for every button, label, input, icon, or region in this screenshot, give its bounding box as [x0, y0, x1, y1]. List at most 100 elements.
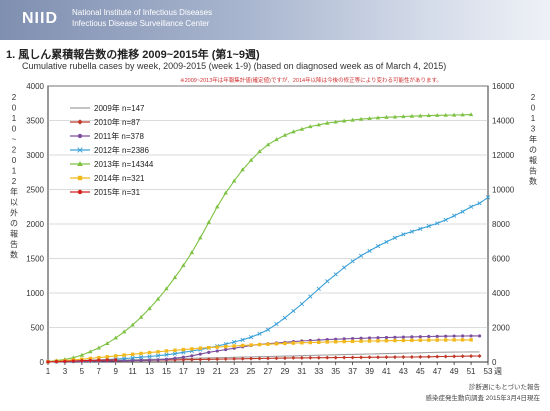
series-point-2 — [131, 358, 135, 363]
series-point-3 — [460, 209, 465, 214]
logo-text: NIID — [22, 10, 58, 27]
series-point-1 — [325, 355, 330, 360]
series-point-5 — [325, 340, 329, 344]
x-tick-label: 5 — [80, 367, 85, 376]
series-point-1 — [350, 355, 355, 360]
x-tick-label: 33 — [314, 367, 323, 376]
series-point-5 — [317, 340, 321, 344]
left-tick-label: 2000 — [26, 220, 44, 229]
series-point-3 — [418, 226, 423, 231]
series-point-2 — [173, 356, 177, 360]
legend-label: 2014年 n=321 — [94, 173, 145, 183]
series-point-4 — [147, 306, 152, 311]
left-axis-label: 外 — [10, 208, 18, 218]
series-point-4 — [164, 286, 169, 291]
series-point-4 — [206, 219, 211, 224]
x-tick-label: 15 — [162, 367, 171, 376]
series-point-2 — [452, 334, 456, 338]
legend-label: 2012年 n=2386 — [94, 145, 149, 155]
series-point-1 — [206, 357, 211, 362]
series-point-6 — [80, 359, 84, 363]
series-point-3 — [147, 354, 152, 359]
series-point-3 — [350, 259, 355, 264]
series-point-3 — [299, 301, 304, 307]
legend-marker — [77, 147, 83, 153]
x-tick-label: 9 — [113, 367, 118, 376]
series-point-3 — [485, 195, 491, 200]
series-point-4 — [274, 137, 279, 142]
series-point-5 — [384, 339, 389, 343]
series-point-3 — [384, 239, 389, 245]
left-axis-label: 報 — [10, 230, 18, 239]
series-point-4 — [308, 124, 313, 129]
left-tick-label: 1000 — [26, 289, 44, 298]
right-axis-label: 告 — [529, 166, 537, 176]
series-point-2 — [367, 336, 372, 340]
series-point-2 — [181, 355, 185, 359]
right-axis-label: 年 — [529, 134, 537, 144]
x-tick-label: 1 — [46, 367, 51, 376]
series-point-3 — [443, 217, 448, 222]
x-tick-label: 13 — [145, 367, 154, 376]
series-point-4 — [316, 122, 321, 127]
series-point-2 — [207, 350, 211, 354]
series-point-4 — [88, 349, 93, 354]
series-point-4 — [130, 322, 135, 327]
series-point-2 — [376, 336, 380, 340]
series-point-5 — [469, 338, 473, 342]
series-point-3 — [325, 279, 330, 284]
series-point-3 — [468, 204, 474, 209]
series-point-1 — [291, 355, 296, 360]
x-tick-label: 45 — [416, 367, 425, 376]
page-subtitle: Cumulative rubella cases by week, 2009-2… — [22, 61, 447, 71]
x-tick-label: 43 — [399, 367, 408, 376]
x-tick-label: 27 — [264, 367, 273, 376]
series-point-5 — [367, 339, 372, 343]
legend-label: 2011年 n=378 — [94, 131, 144, 141]
series-point-2 — [156, 358, 160, 362]
series-point-3 — [452, 213, 457, 218]
series-point-6 — [46, 360, 50, 364]
series-point-3 — [172, 351, 178, 356]
series-point-5 — [122, 353, 126, 357]
left-tick-label: 0 — [40, 358, 45, 367]
series-point-2 — [410, 335, 414, 339]
x-tick-label: 49 — [450, 367, 459, 376]
legend-marker — [77, 175, 83, 181]
series-point-3 — [358, 253, 364, 258]
series-point-2 — [477, 334, 482, 338]
series-point-5 — [215, 345, 219, 349]
series-point-4 — [350, 117, 355, 122]
series-point-5 — [291, 341, 296, 345]
right-axis-label: の — [529, 146, 537, 155]
right-axis-label: 数 — [529, 176, 537, 186]
series-point-1 — [342, 355, 347, 360]
series-point-5 — [401, 338, 406, 343]
series-point-2 — [444, 334, 448, 338]
series-point-5 — [190, 347, 194, 351]
series-point-4 — [325, 120, 330, 125]
center-name: Infectious Disease Surveillance Center — [72, 19, 210, 28]
series-point-2 — [224, 347, 228, 352]
series-point-5 — [207, 345, 211, 350]
left-axis-label: 0 — [12, 104, 17, 113]
series-point-3 — [248, 335, 254, 340]
series-point-4 — [367, 116, 372, 121]
legend-label: 2015年 n=31 — [94, 187, 141, 197]
left-axis-label: 以 — [10, 198, 18, 207]
series-point-5 — [156, 350, 160, 354]
right-tick-label: 4000 — [492, 289, 510, 298]
series-point-5 — [139, 351, 143, 356]
page-title: 1. 風しん累積報告数の推移 2009~2015年 (第1~9週) — [6, 49, 260, 61]
series-point-2 — [393, 335, 397, 339]
series-point-5 — [410, 338, 414, 343]
series-point-1 — [401, 355, 406, 360]
series-point-5 — [300, 341, 304, 345]
series-point-6 — [114, 358, 118, 362]
left-axis-label: 2 — [12, 93, 17, 102]
left-axis-label: ~ — [12, 135, 17, 144]
series-point-5 — [308, 340, 313, 345]
series-point-4 — [121, 329, 127, 334]
series-point-4 — [460, 112, 465, 117]
series-point-4 — [155, 296, 161, 301]
